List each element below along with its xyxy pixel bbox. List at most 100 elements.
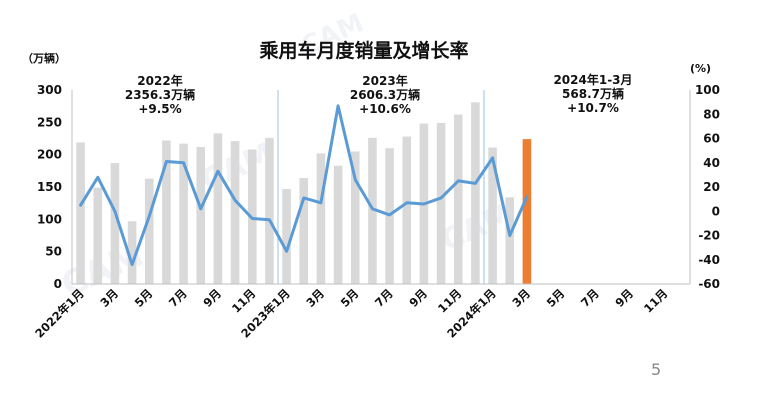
growth-point <box>405 201 408 204</box>
right-tick-label: 80 <box>703 107 720 121</box>
right-tick-label: 20 <box>703 180 720 194</box>
bar <box>488 147 497 284</box>
growth-point <box>491 156 494 160</box>
bar <box>162 140 171 284</box>
growth-point <box>113 210 117 213</box>
annotation-line: +9.5% <box>138 102 181 116</box>
bar <box>402 136 412 284</box>
bar <box>333 165 343 284</box>
bar <box>453 114 463 284</box>
divider-lines <box>277 90 485 284</box>
bar <box>471 102 480 284</box>
growth-point <box>508 234 511 237</box>
bar <box>213 133 223 284</box>
x-tick-label: 5月 <box>132 286 156 310</box>
right-tick-label: 100 <box>695 83 720 97</box>
right-tick-label: 60 <box>703 132 720 146</box>
bar <box>76 142 85 284</box>
growth-point <box>457 179 460 183</box>
x-tick-label: 11月 <box>435 286 464 315</box>
x-tick-label: 7月 <box>372 286 396 310</box>
bar <box>110 163 120 284</box>
x-tick-label: 5月 <box>338 286 362 310</box>
left-tick-label: 200 <box>37 148 62 162</box>
bar <box>522 139 532 284</box>
left-axis-unit: （万辆） <box>22 51 66 65</box>
x-tick-label: 5月 <box>544 286 568 310</box>
growth-point <box>148 214 151 218</box>
growth-point <box>388 213 391 217</box>
right-tick-label: -20 <box>698 229 720 243</box>
growth-point <box>233 199 237 202</box>
right-tick-label: 0 <box>712 204 720 218</box>
x-tick-label: 11月 <box>641 286 670 315</box>
growth-point <box>96 176 99 179</box>
bar <box>282 188 291 284</box>
annotation-line: 2356.3万辆 <box>125 87 195 102</box>
growth-point <box>130 263 134 266</box>
growth-point <box>216 170 220 173</box>
growth-point <box>319 201 323 204</box>
left-axis-ticks: 0 50 100 150 200 250 300 <box>37 83 62 291</box>
right-tick-label: -40 <box>698 253 720 267</box>
left-tick-label: 250 <box>37 115 62 129</box>
growth-point <box>474 182 477 185</box>
x-tick-label: 9月 <box>612 286 636 310</box>
bar <box>299 177 309 284</box>
growth-point <box>336 104 340 107</box>
growth-point <box>268 218 271 221</box>
bar-series <box>76 102 532 284</box>
axes <box>71 90 691 285</box>
growth-point <box>165 160 168 163</box>
bar <box>350 151 360 284</box>
bar <box>93 187 103 284</box>
growth-point <box>354 178 357 181</box>
annotation-line: 2606.3万辆 <box>350 87 420 102</box>
x-tick-label: 7月 <box>578 286 602 310</box>
bar <box>144 178 154 284</box>
annotation-line: 2024年1-3月 <box>553 72 632 87</box>
growth-point <box>422 202 426 206</box>
growth-point <box>439 196 443 200</box>
left-tick-label: 50 <box>45 245 62 259</box>
growth-point <box>199 207 202 211</box>
x-tick-label: 7月 <box>166 286 190 310</box>
page-number: 5 <box>651 360 662 379</box>
annotation-line: 2023年 <box>362 73 407 88</box>
right-axis-ticks: -60 -40 -20 0 20 40 60 80 100 <box>695 83 720 291</box>
x-tick-label: 2022年1月 <box>32 286 86 340</box>
bar <box>368 137 377 284</box>
x-tick-label: 3月 <box>509 286 533 310</box>
left-tick-label: 0 <box>54 277 62 291</box>
growth-point <box>371 207 374 211</box>
left-tick-label: 100 <box>37 212 62 226</box>
growth-point <box>251 217 254 220</box>
left-tick-label: 150 <box>37 180 62 194</box>
x-tick-label: 11月 <box>229 286 258 315</box>
annotation-line: +10.6% <box>359 102 411 116</box>
bar <box>196 146 206 284</box>
annotation-line: 568.7万辆 <box>562 86 624 101</box>
growth-point <box>285 250 288 253</box>
annotation-line: 2022年 <box>137 73 182 88</box>
right-tick-label: -60 <box>698 277 720 291</box>
x-tick-label: 9月 <box>406 286 430 310</box>
bar <box>316 153 326 284</box>
right-tick-label: 40 <box>703 156 720 170</box>
line-series <box>79 104 529 267</box>
growth-point <box>79 203 82 207</box>
growth-point <box>182 161 185 164</box>
chart-title: 乘用车月度销量及增长率 <box>258 39 468 62</box>
bar <box>265 137 274 284</box>
left-tick-label: 300 <box>37 83 62 97</box>
right-axis-unit: (%) <box>690 62 711 75</box>
bar <box>505 197 515 284</box>
annotation-line: +10.7% <box>567 101 619 115</box>
bar <box>179 143 188 284</box>
bar <box>436 122 446 284</box>
bar <box>230 141 240 284</box>
x-tick-label: 3月 <box>303 286 327 310</box>
